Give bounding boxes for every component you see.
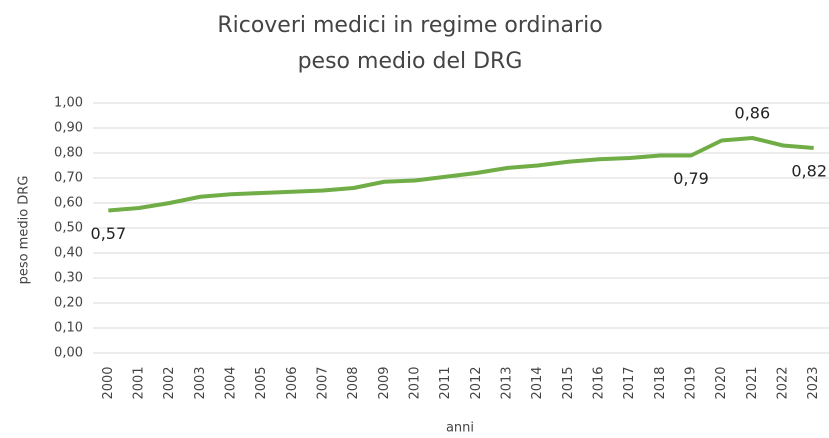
x-tick-label: 2014 (530, 366, 545, 399)
x-tick-label: 2001 (132, 366, 147, 399)
x-tick-label: 2012 (469, 366, 484, 399)
x-tick-label: 2010 (408, 366, 423, 399)
x-tick-label: 2017 (622, 366, 637, 399)
x-tick-label: 2008 (346, 366, 361, 399)
x-tick-label: 2006 (285, 366, 300, 399)
x-tick-label: 2000 (101, 366, 116, 399)
x-tick-label: 2009 (377, 366, 392, 399)
x-tick-label: 2004 (224, 366, 239, 399)
x-tick-label: 2013 (500, 366, 515, 399)
x-tick-label: 2022 (776, 366, 791, 399)
chart-title: Ricoveri medici in regime ordinario (217, 13, 602, 38)
x-tick-label: 2018 (653, 366, 668, 399)
x-axis-label: anni (446, 421, 474, 436)
y-tick-label: 0,60 (54, 196, 83, 211)
x-tick-label: 2021 (745, 366, 760, 399)
x-tick-label: 2016 (592, 366, 607, 399)
x-tick-label: 2005 (254, 366, 269, 399)
x-tick-label: 2007 (316, 366, 331, 399)
y-tick-label: 0,70 (54, 171, 83, 186)
y-tick-label: 0,90 (54, 121, 83, 136)
x-tick-label: 2003 (193, 366, 208, 399)
y-tick-label: 0,50 (54, 221, 83, 236)
data-label: 0,82 (791, 162, 827, 181)
data-line (108, 136, 814, 213)
x-tick-label: 2015 (561, 366, 576, 399)
y-tick-label: 0,30 (54, 271, 83, 286)
x-tick-label: 2023 (806, 366, 821, 399)
data-label: 0,79 (673, 169, 709, 188)
x-tick-label: 2011 (438, 366, 453, 399)
x-tick-label: 2002 (162, 366, 177, 399)
x-tick-label: 2020 (714, 366, 729, 399)
y-tick-label: 0,80 (54, 146, 83, 161)
chart-title: peso medio del DRG (298, 49, 523, 74)
y-tick-label: 1,00 (54, 96, 83, 111)
y-tick-label: 0,40 (54, 246, 83, 261)
y-tick-label: 0,00 (54, 346, 83, 361)
data-label: 0,57 (91, 224, 127, 243)
x-tick-label: 2019 (684, 366, 699, 399)
y-tick-label: 0,20 (54, 296, 83, 311)
data-label: 0,86 (735, 104, 771, 123)
y-tick-label: 0,10 (54, 321, 83, 336)
y-axis-label: peso medio DRG (17, 176, 32, 285)
